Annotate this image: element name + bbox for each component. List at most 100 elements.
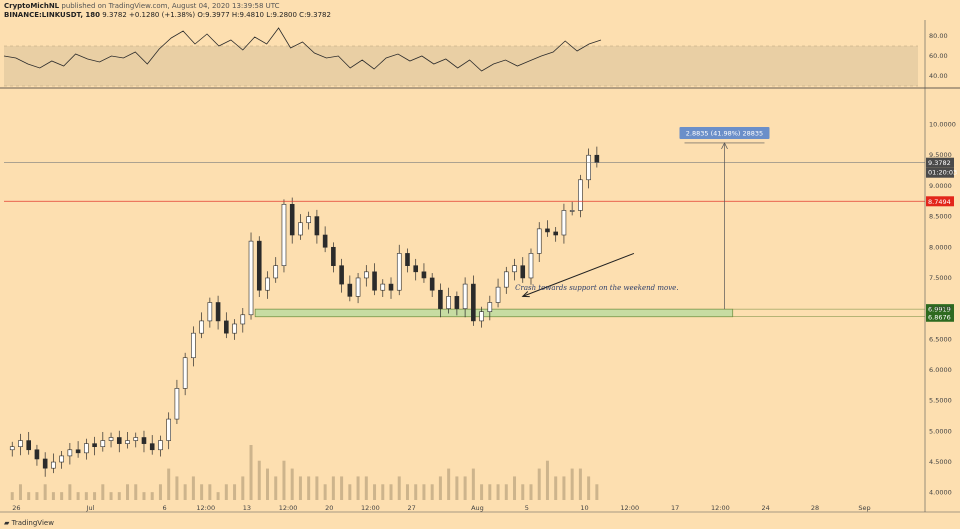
candle-body (224, 320, 229, 334)
time-tick-label: 12:00 (620, 504, 639, 512)
volume-bar (200, 484, 204, 500)
candle-body (199, 320, 204, 334)
volume-bar (496, 484, 500, 500)
volume-bar (68, 484, 72, 500)
chart-header: CryptoMichNL published on TradingView.co… (4, 2, 331, 20)
candle-body (75, 449, 81, 454)
candle-body (569, 210, 575, 212)
volume-bar (554, 476, 558, 500)
change-value: +0.1280 (+1.38%) (129, 11, 196, 19)
candle-body (84, 443, 89, 454)
price-tick-label: 4.0000 (929, 489, 952, 497)
volume-bar (364, 476, 368, 500)
candle-body (594, 154, 600, 163)
candle-body (133, 437, 139, 441)
volume-bar (298, 476, 302, 500)
volume-bar (414, 484, 418, 500)
candle-body (355, 277, 361, 297)
candle-body (215, 302, 221, 322)
time-tick-label: Aug (471, 504, 484, 512)
time-tick-label: 13 (243, 504, 251, 512)
volume-bar (471, 468, 475, 500)
volume-bar (282, 460, 286, 500)
time-tick-label: 24 (762, 504, 770, 512)
volume-bar (150, 492, 154, 500)
candle-body (18, 440, 23, 448)
candle-body (141, 437, 147, 444)
price-tick-label: 8.5000 (929, 213, 952, 221)
current-price-label: 9.3782 (928, 159, 951, 167)
last-price: 9.3782 (102, 11, 127, 19)
annotation-arrowhead (521, 291, 530, 298)
volume-bar (27, 492, 31, 500)
volume-bar (521, 484, 525, 500)
candle-body (100, 440, 106, 448)
volume-bar (10, 492, 14, 500)
volume-bar (109, 492, 113, 500)
volume-bar (323, 484, 327, 500)
volume-bar (307, 476, 311, 500)
support-zone-box (254, 308, 734, 318)
candle-body (495, 286, 501, 303)
candle-body (125, 440, 130, 444)
candle-body (578, 179, 583, 211)
candle-body (388, 283, 394, 291)
symbol-label[interactable]: BINANCE:LINKUSDT, 180 (4, 11, 101, 19)
support-bottom-badge (926, 311, 954, 322)
candle-body (9, 446, 15, 451)
rsi-tick-label: 80.00 (929, 32, 948, 40)
candle-body (512, 265, 517, 273)
price-tick-label: 9.0000 (929, 182, 952, 190)
volume-bar (438, 476, 442, 500)
countdown-badge (926, 167, 954, 178)
volume-bar (224, 484, 228, 500)
volume-bar (191, 476, 195, 500)
candle-body (503, 271, 509, 288)
price-tick-label: 7.0000 (929, 305, 952, 313)
candle-body (273, 265, 279, 279)
time-tick-label: 12:00 (361, 504, 380, 512)
volume-bar (570, 468, 574, 500)
candle-body (26, 440, 32, 451)
time-tick-label: 12:00 (279, 504, 298, 512)
time-tick-label: 26 (12, 504, 20, 512)
price-tick-label: 10.0000 (929, 121, 956, 129)
candle-body (314, 216, 320, 236)
volume-bar (513, 476, 517, 500)
candle-body (256, 240, 262, 291)
candle-body (182, 357, 188, 389)
candle-body (479, 311, 484, 322)
time-tick-label: 12:00 (711, 504, 730, 512)
candle-body (232, 323, 237, 334)
publisher-name[interactable]: CryptoMichNL (4, 2, 60, 10)
candle-body (561, 210, 567, 236)
volume-bar (35, 492, 39, 500)
rsi-panel: 40.00 60.00 80.00 (0, 27, 960, 89)
candle-body (429, 277, 435, 291)
volume-bar (455, 476, 459, 500)
tradingview-logo-icon: ▰ (4, 519, 10, 527)
volume-bar (397, 476, 401, 500)
candle-body (298, 222, 303, 236)
volume-bar (356, 476, 360, 500)
volume-bar (183, 484, 187, 500)
volume-bar (562, 476, 566, 500)
volume-bar (241, 476, 245, 500)
candle-body (528, 253, 534, 279)
candle-body (586, 154, 591, 181)
time-tick-label: 5 (525, 504, 529, 512)
volume-bar (84, 492, 88, 500)
volume-bar (587, 476, 591, 500)
candle-body (207, 302, 213, 322)
candles (9, 146, 600, 477)
time-tick-label: Jul (86, 504, 95, 512)
annotation-text: Crash towards support on the weekend mov… (515, 284, 678, 292)
price-tick-label: 6.5000 (929, 335, 952, 343)
countdown-label: 01:20:03 (928, 169, 957, 177)
volume-bar (373, 484, 377, 500)
volume-bar (18, 484, 22, 500)
annotations: 2.8835 (41.98%) 28835 Crash towards suppo… (515, 126, 770, 310)
measure-label: 2.8835 (41.98%) 28835 (686, 129, 763, 137)
